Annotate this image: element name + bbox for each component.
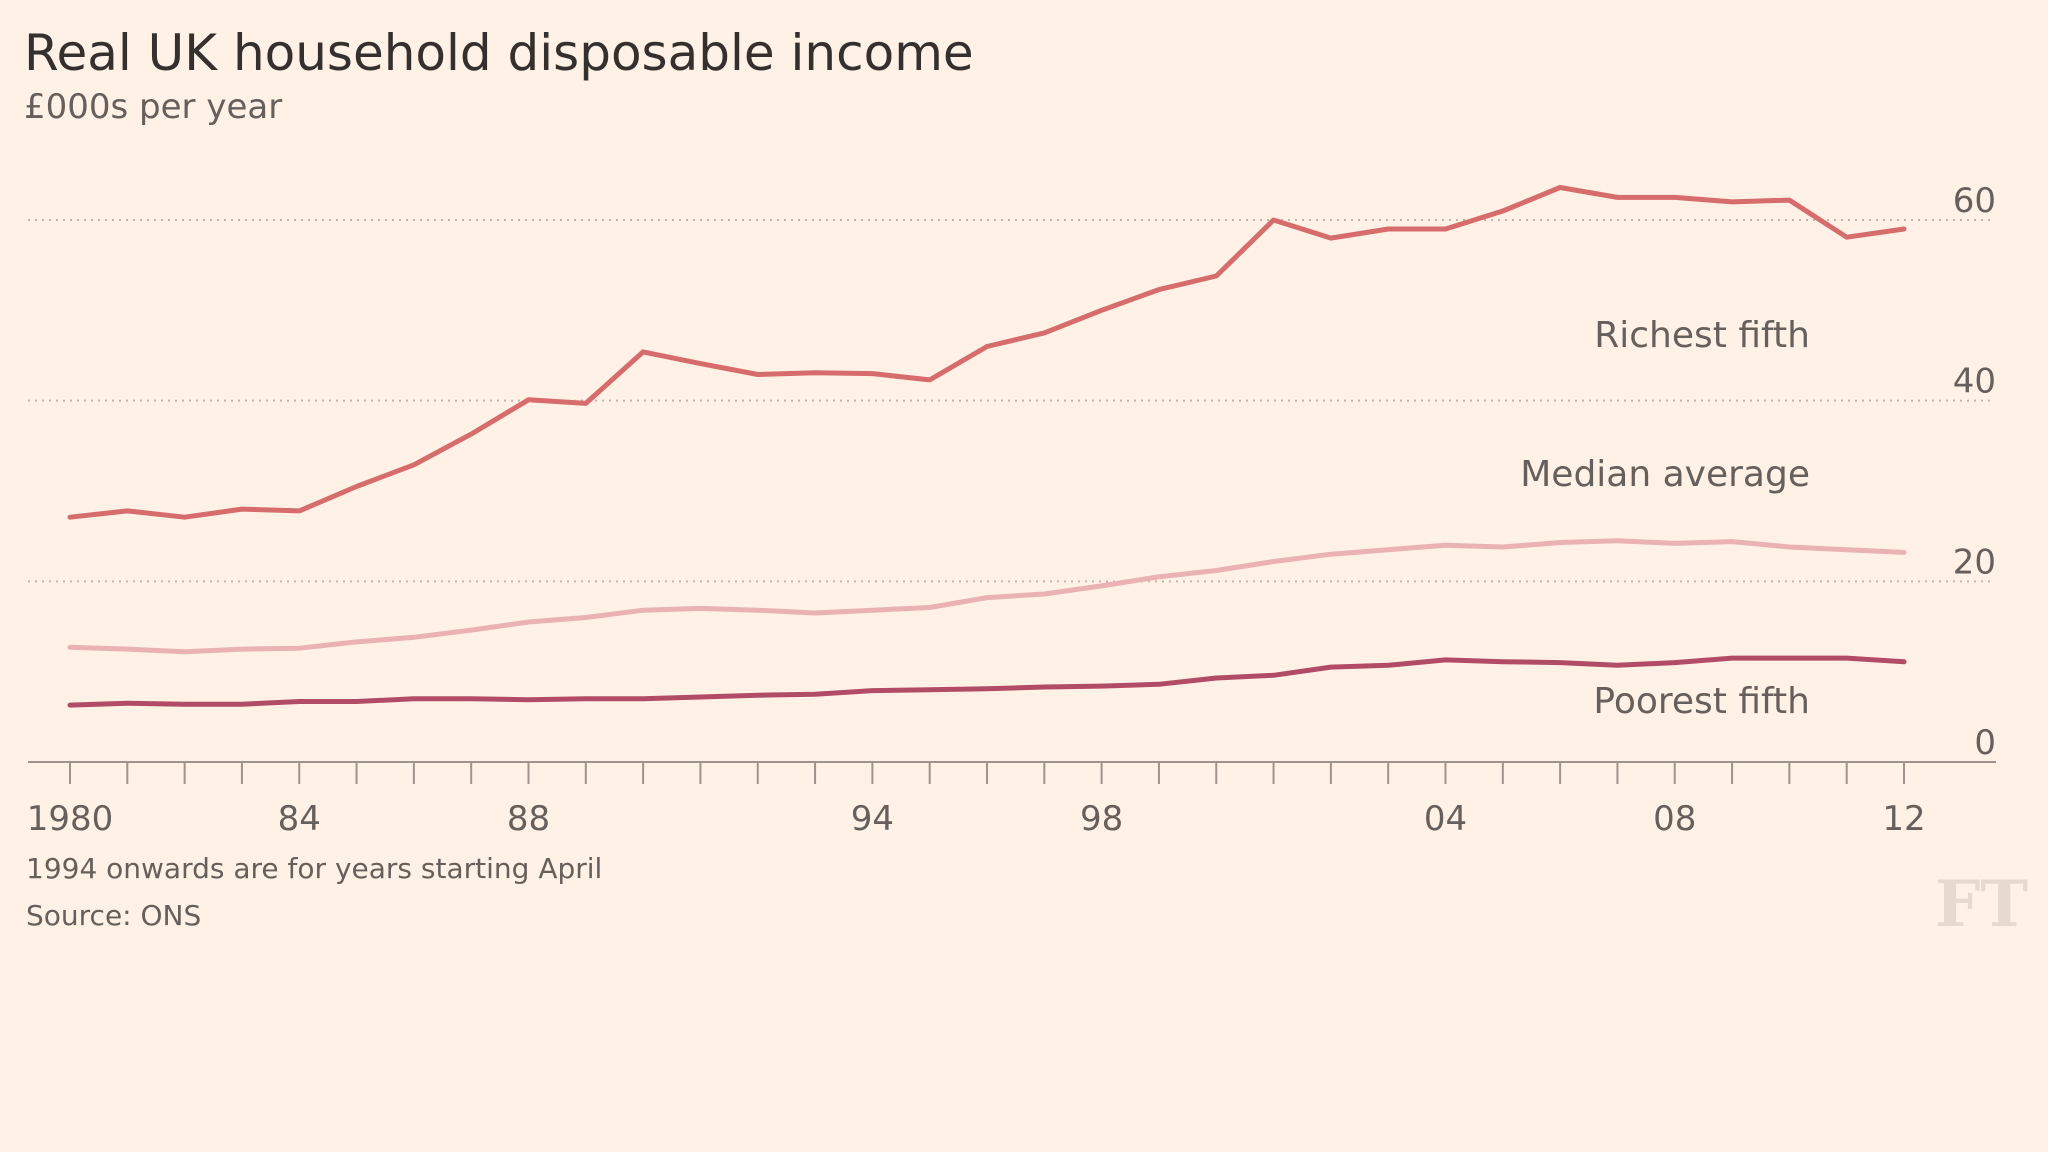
- series-line-median-average: [67, 538, 1907, 655]
- series-line-poorest-fifth: [67, 655, 1907, 708]
- label-richest-fifth: Richest fifth: [1594, 315, 1810, 356]
- x-tick-label-12: 12: [1882, 799, 1925, 839]
- series-line-richest-fifth: [67, 185, 1907, 520]
- x-tick-label-04: 04: [1424, 799, 1467, 839]
- label-median-average: Median average: [1520, 454, 1810, 495]
- x-tick-label-98: 98: [1080, 799, 1123, 839]
- x-tick-label-94: 94: [851, 799, 894, 839]
- x-axis: 1980 84 88 94 98 04 08 12: [27, 761, 1996, 839]
- y-tick-label-0: 0: [1974, 723, 1996, 763]
- chart-subtitle: £000s per year: [24, 87, 282, 127]
- label-poorest-fifth: Poorest fifth: [1593, 681, 1810, 722]
- source-note: Source: ONS: [26, 899, 201, 932]
- gridlines: [28, 219, 1990, 583]
- x-tick-label-88: 88: [507, 799, 550, 839]
- x-tick-label-1980: 1980: [27, 799, 114, 839]
- y-tick-label-40: 40: [1953, 362, 1996, 402]
- chart-title: Real UK household disposable income: [24, 24, 974, 82]
- x-tick-label-08: 08: [1653, 799, 1696, 839]
- y-tick-label-60: 60: [1953, 181, 1996, 221]
- series-lines: [67, 185, 1907, 708]
- y-tick-label-20: 20: [1953, 542, 1996, 582]
- y-axis-ticks: 0 20 40 60: [1953, 181, 1996, 763]
- footnote: 1994 onwards are for years starting Apri…: [26, 852, 602, 885]
- x-tick-label-84: 84: [278, 799, 321, 839]
- ft-logo: FT: [1935, 867, 2028, 942]
